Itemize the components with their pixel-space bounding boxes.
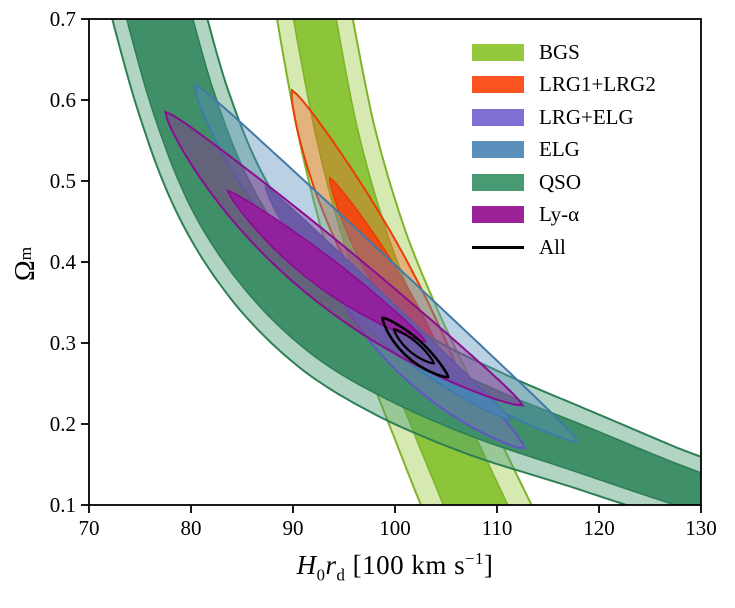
legend-swatch [472,206,524,224]
x-tick-label: 70 [79,516,100,540]
legend-item-qso: QSO [472,166,656,199]
legend-label: Ly-α [539,202,580,227]
legend-swatch [472,173,524,191]
x-tick-label: 110 [482,516,513,540]
legend: BGS LRG1+LRG2 LRG+ELG ELG QSO Ly-α All [472,36,656,264]
legend-label: ELG [539,137,580,162]
x-tick-label: 130 [685,516,717,540]
xlabel-H: H [296,550,317,580]
xlabel-units: [100 km s [345,550,466,580]
legend-label: LRG1+LRG2 [539,72,656,97]
xlabel-sub-0: 0 [316,565,326,585]
legend-swatch [472,108,524,126]
bgs-contour-1sigma [292,19,509,505]
legend-item-lrg-elg: LRG+ELG [472,101,656,134]
contour-layers [111,19,701,505]
y-tick-label: 0.7 [50,7,76,31]
y-tick-label: 0.3 [50,331,76,355]
ylabel-sub-m: m [16,246,35,261]
ylabel-omega: Ω [10,260,41,282]
x-axis-label: H0rd [100 km s−1] [89,549,701,585]
xlabel-bracket-close: ] [483,550,494,580]
xlabel-sub-d: d [336,565,346,585]
legend-item-elg: ELG [472,134,656,167]
xlabel-exponent: −1 [465,549,484,568]
legend-swatch [472,43,524,61]
y-tick-label: 0.4 [50,250,77,274]
legend-swatch [472,76,524,94]
y-tick-label: 0.2 [50,412,76,436]
x-tick-label: 100 [379,516,411,540]
x-tick-label: 80 [181,516,202,540]
lya-contour-1sigma [226,189,428,343]
y-tick-label: 0.6 [50,88,76,112]
legend-label: QSO [539,169,582,194]
legend-label: BGS [539,39,580,64]
all-contour-2sigma [381,316,450,379]
lya-contour-2sigma [164,110,525,407]
legend-label: All [539,234,566,259]
legend-label: LRG+ELG [539,104,634,129]
legend-item-lrg1-lrg2: LRG1+LRG2 [472,69,656,102]
x-tick-label: 120 [583,516,615,540]
tick-labels: 70 80 90 100 110 120 130 0.1 0.2 0.3 0.4 0.5 0.6 0.7 [50,7,717,540]
legend-item-ly-alpha: Ly-α [472,199,656,232]
y-tick-label: 0.5 [50,169,76,193]
legend-swatch [472,141,524,159]
legend-item-all: All [472,231,656,264]
legend-item-bgs: BGS [472,36,656,69]
legend-line-swatch [472,245,524,249]
axis-ticks [81,18,702,513]
all-contour-1sigma [392,327,435,365]
xlabel-r: r [325,550,337,580]
x-tick-label: 90 [283,516,304,540]
y-tick-label: 0.1 [50,493,76,517]
